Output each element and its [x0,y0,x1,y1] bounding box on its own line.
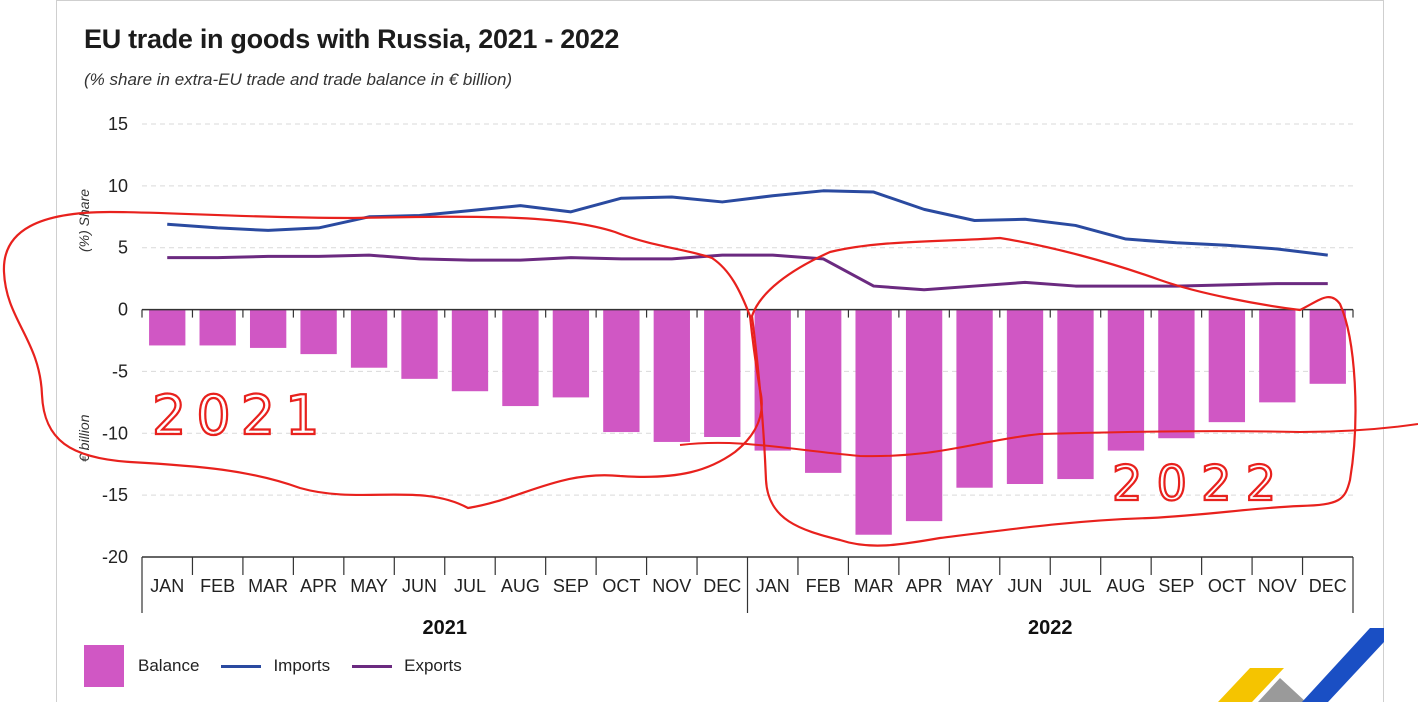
x-tick-label: SEP [553,576,589,596]
balance-bar [704,309,741,437]
x-tick-label: JUN [1008,576,1043,596]
annotation-2022-text: 2022 [1112,456,1290,512]
year-group-label: 2022 [1028,617,1073,639]
year-group-label: 2021 [423,617,468,639]
x-tick-label: JAN [756,576,790,596]
x-tick-label: OCT [1208,576,1246,596]
balance-bar [502,309,539,407]
x-tick-label: MAR [248,576,288,596]
annotation-loop-2021 [2,210,763,510]
balance-bar [1208,309,1246,423]
imports-series-line [167,189,1328,257]
balance-bar [1107,309,1145,451]
x-tick-label: JUL [1059,576,1091,596]
balance-bar [552,309,590,398]
balance-bar [149,309,186,346]
chart-legend: Balance Imports Exports [84,645,462,687]
annotation-stroke-extension [679,423,1418,458]
y-tick-label: 5 [118,238,128,258]
balance-bar [603,309,640,433]
balance-bar [805,309,842,473]
x-tick-label: JUN [402,576,437,596]
balance-bar [249,309,287,348]
y-axis-label-share: (%) Share [76,189,92,252]
y-tick-label: 10 [108,176,128,196]
balance-bar [956,309,993,488]
balance-bar [855,309,892,535]
y-tick-label: -15 [102,485,128,505]
balance-bar [653,309,690,442]
y-tick-label: -5 [112,361,128,381]
balance-bar [401,309,438,379]
x-tick-label: DEC [1309,576,1347,596]
balance-bar [1057,309,1094,480]
x-tick-label: NOV [1258,576,1297,596]
balance-bar [1006,309,1044,485]
x-tick-label: MAY [350,576,388,596]
x-tick-label: MAR [854,576,894,596]
legend-exports-label: Exports [404,656,462,675]
x-tick-label: APR [300,576,337,596]
balance-bar [754,309,791,451]
annotation-loop-2022 [750,236,1357,547]
y-axis-label-billion: € billion [76,414,92,462]
x-tick-label: DEC [703,576,741,596]
x-tick-label: FEB [200,576,235,596]
legend-imports-label: Imports [273,656,331,675]
x-tick-label: JUL [454,576,486,596]
legend-balance-label: Balance [138,656,200,675]
exports-series-line [167,253,1328,292]
x-tick-label: NOV [652,576,691,596]
balance-bar [905,309,943,522]
x-tick-label: AUG [1106,576,1145,596]
chart-subtitle: (% share in extra-EU trade and trade bal… [84,70,513,89]
annotation-2021-text: 2021 [152,384,329,447]
balance-bar [350,309,388,368]
chevron-brand-logo-icon [1218,628,1384,702]
share-lines [167,189,1328,292]
balance-bar [199,309,236,346]
balance-bars [149,309,1346,535]
x-axis: JAN FEB MAR APR MAY JUN JUL AUG SEP OCT NOV DEC JAN F… [141,308,1354,639]
balance-bar [1158,309,1195,439]
balance-bar [300,309,337,355]
balance-bar [1259,309,1296,403]
grid-layer [142,123,1353,496]
chart-frame [56,0,1384,702]
y-tick-label: 0 [118,300,128,320]
chart-title: EU trade in goods with Russia, 2021 - 20… [84,24,620,54]
x-tick-label: OCT [602,576,640,596]
x-tick-label: SEP [1158,576,1194,596]
y-tick-label: -10 [102,423,128,443]
y-tick-labels: 15 10 5 0 -5 -10 -15 -20 [102,114,128,567]
balance-bar [451,309,489,392]
x-tick-label: MAY [956,576,994,596]
handwritten-annotations: 2021 2022 [2,210,1418,547]
y-tick-label: 15 [108,114,128,134]
x-tick-label: AUG [501,576,540,596]
x-tick-label: APR [906,576,943,596]
x-tick-label: JAN [150,576,184,596]
legend-balance-swatch [84,645,124,687]
balance-bar [1309,309,1346,384]
legend-imports-line [221,664,262,668]
y-tick-label: -20 [102,547,128,567]
legend-exports-line [352,664,393,668]
x-tick-label: FEB [806,576,841,596]
